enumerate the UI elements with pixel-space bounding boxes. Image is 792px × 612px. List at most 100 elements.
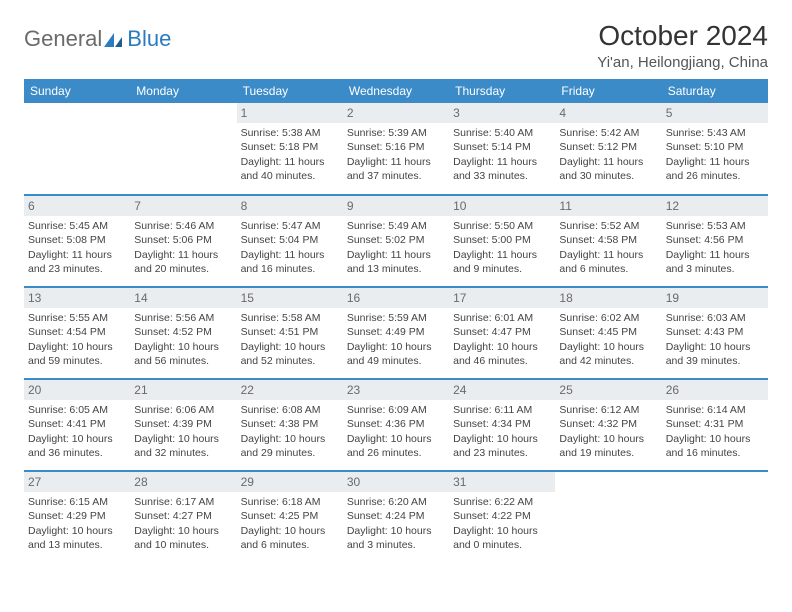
week-row: 6Sunrise: 5:45 AMSunset: 5:08 PMDaylight…	[24, 195, 768, 287]
day-number: 21	[130, 380, 236, 400]
daylight-text: Daylight: 10 hours and 16 minutes.	[666, 432, 764, 460]
day-cell: 7Sunrise: 5:46 AMSunset: 5:06 PMDaylight…	[130, 195, 236, 287]
sunset-text: Sunset: 4:43 PM	[666, 325, 764, 339]
daylight-text: Daylight: 10 hours and 19 minutes.	[559, 432, 657, 460]
weekday-header-row: Sunday Monday Tuesday Wednesday Thursday…	[24, 79, 768, 103]
daylight-text: Daylight: 10 hours and 59 minutes.	[28, 340, 126, 368]
day-number: 6	[24, 196, 130, 216]
day-number: 29	[237, 472, 343, 492]
sunrise-text: Sunrise: 5:40 AM	[453, 126, 551, 140]
day-number: 27	[24, 472, 130, 492]
sunset-text: Sunset: 5:08 PM	[28, 233, 126, 247]
sunset-text: Sunset: 4:31 PM	[666, 417, 764, 431]
sunset-text: Sunset: 5:00 PM	[453, 233, 551, 247]
logo-word-1: General	[24, 26, 102, 52]
week-row: 13Sunrise: 5:55 AMSunset: 4:54 PMDayligh…	[24, 287, 768, 379]
day-cell: 22Sunrise: 6:08 AMSunset: 4:38 PMDayligh…	[237, 379, 343, 471]
day-cell: 24Sunrise: 6:11 AMSunset: 4:34 PMDayligh…	[449, 379, 555, 471]
daylight-text: Daylight: 10 hours and 29 minutes.	[241, 432, 339, 460]
day-number: 2	[343, 103, 449, 123]
sunrise-text: Sunrise: 6:06 AM	[134, 403, 232, 417]
day-number: 28	[130, 472, 236, 492]
sunrise-text: Sunrise: 6:14 AM	[666, 403, 764, 417]
day-number: 20	[24, 380, 130, 400]
day-cell: 15Sunrise: 5:58 AMSunset: 4:51 PMDayligh…	[237, 287, 343, 379]
sunrise-text: Sunrise: 5:56 AM	[134, 311, 232, 325]
sunrise-text: Sunrise: 6:22 AM	[453, 495, 551, 509]
day-number: 23	[343, 380, 449, 400]
weekday-header: Wednesday	[343, 79, 449, 103]
daylight-text: Daylight: 10 hours and 52 minutes.	[241, 340, 339, 368]
day-cell: 17 Sunrise: 6:01 AMSunset: 4:47 PMDayligh…	[449, 287, 555, 379]
day-number: 3	[449, 103, 555, 123]
sunrise-text: Sunrise: 5:55 AM	[28, 311, 126, 325]
daylight-text: Daylight: 10 hours and 23 minutes.	[453, 432, 551, 460]
sunset-text: Sunset: 4:36 PM	[347, 417, 445, 431]
sunrise-text: Sunrise: 6:03 AM	[666, 311, 764, 325]
day-cell: 28Sunrise: 6:17 AMSunset: 4:27 PMDayligh…	[130, 471, 236, 563]
logo-word-2: Blue	[127, 26, 171, 52]
sunset-text: Sunset: 5:10 PM	[666, 140, 764, 154]
month-title: October 2024	[597, 20, 768, 52]
daylight-text: Daylight: 10 hours and 49 minutes.	[347, 340, 445, 368]
sunset-text: Sunset: 4:52 PM	[134, 325, 232, 339]
daylight-text: Daylight: 11 hours and 9 minutes.	[453, 248, 551, 276]
title-block: October 2024 Yi'an, Heilongjiang, China	[597, 20, 768, 71]
day-cell: 27Sunrise: 6:15 AMSunset: 4:29 PMDayligh…	[24, 471, 130, 563]
header: General Blue October 2024 Yi'an, Heilong…	[24, 20, 768, 71]
sunrise-text: Sunrise: 6:02 AM	[559, 311, 657, 325]
weekday-header: Friday	[555, 79, 661, 103]
sunrise-text: Sunrise: 5:39 AM	[347, 126, 445, 140]
weekday-header: Sunday	[24, 79, 130, 103]
weekday-header: Tuesday	[237, 79, 343, 103]
day-number: 12	[662, 196, 768, 216]
sunrise-text: Sunrise: 5:58 AM	[241, 311, 339, 325]
logo-sail-icon	[102, 31, 124, 49]
daylight-text: Daylight: 10 hours and 46 minutes.	[453, 340, 551, 368]
empty-cell	[130, 103, 236, 195]
daylight-text: Daylight: 11 hours and 33 minutes.	[453, 155, 551, 183]
day-number: 17	[449, 288, 555, 308]
day-number: 15	[237, 288, 343, 308]
day-number: 13	[24, 288, 130, 308]
day-number: 18	[555, 288, 661, 308]
calendar: Sunday Monday Tuesday Wednesday Thursday…	[24, 79, 768, 563]
day-number: 7	[130, 196, 236, 216]
sunrise-text: Sunrise: 5:50 AM	[453, 219, 551, 233]
week-row: 20Sunrise: 6:05 AMSunset: 4:41 PMDayligh…	[24, 379, 768, 471]
sunrise-text: Sunrise: 5:59 AM	[347, 311, 445, 325]
sunset-text: Sunset: 4:27 PM	[134, 509, 232, 523]
daylight-text: Daylight: 11 hours and 40 minutes.	[241, 155, 339, 183]
day-number: 14	[130, 288, 236, 308]
sunrise-text: Sunrise: 6:01 AM	[453, 311, 551, 325]
weekday-header: Saturday	[662, 79, 768, 103]
daylight-text: Daylight: 10 hours and 13 minutes.	[28, 524, 126, 552]
sunset-text: Sunset: 4:47 PM	[453, 325, 551, 339]
sunrise-text: Sunrise: 5:49 AM	[347, 219, 445, 233]
daylight-text: Daylight: 11 hours and 20 minutes.	[134, 248, 232, 276]
day-cell: 18Sunrise: 6:02 AMSunset: 4:45 PMDayligh…	[555, 287, 661, 379]
sunset-text: Sunset: 5:14 PM	[453, 140, 551, 154]
daylight-text: Daylight: 11 hours and 6 minutes.	[559, 248, 657, 276]
sunrise-text: Sunrise: 6:12 AM	[559, 403, 657, 417]
day-cell: 2Sunrise: 5:39 AMSunset: 5:16 PMDaylight…	[343, 103, 449, 195]
sunset-text: Sunset: 4:54 PM	[28, 325, 126, 339]
sunset-text: Sunset: 4:22 PM	[453, 509, 551, 523]
empty-cell	[662, 471, 768, 563]
week-row: 27Sunrise: 6:15 AMSunset: 4:29 PMDayligh…	[24, 471, 768, 563]
sunset-text: Sunset: 4:38 PM	[241, 417, 339, 431]
daylight-text: Daylight: 10 hours and 56 minutes.	[134, 340, 232, 368]
day-number: 9	[343, 196, 449, 216]
day-cell: 30Sunrise: 6:20 AMSunset: 4:24 PMDayligh…	[343, 471, 449, 563]
day-number: 4	[555, 103, 661, 123]
sunrise-text: Sunrise: 5:47 AM	[241, 219, 339, 233]
day-number: 26	[662, 380, 768, 400]
sunset-text: Sunset: 5:12 PM	[559, 140, 657, 154]
daylight-text: Daylight: 11 hours and 37 minutes.	[347, 155, 445, 183]
day-number: 8	[237, 196, 343, 216]
day-number: 1	[237, 103, 343, 123]
sunset-text: Sunset: 4:24 PM	[347, 509, 445, 523]
location: Yi'an, Heilongjiang, China	[597, 54, 768, 71]
sunrise-text: Sunrise: 5:53 AM	[666, 219, 764, 233]
sunset-text: Sunset: 4:34 PM	[453, 417, 551, 431]
